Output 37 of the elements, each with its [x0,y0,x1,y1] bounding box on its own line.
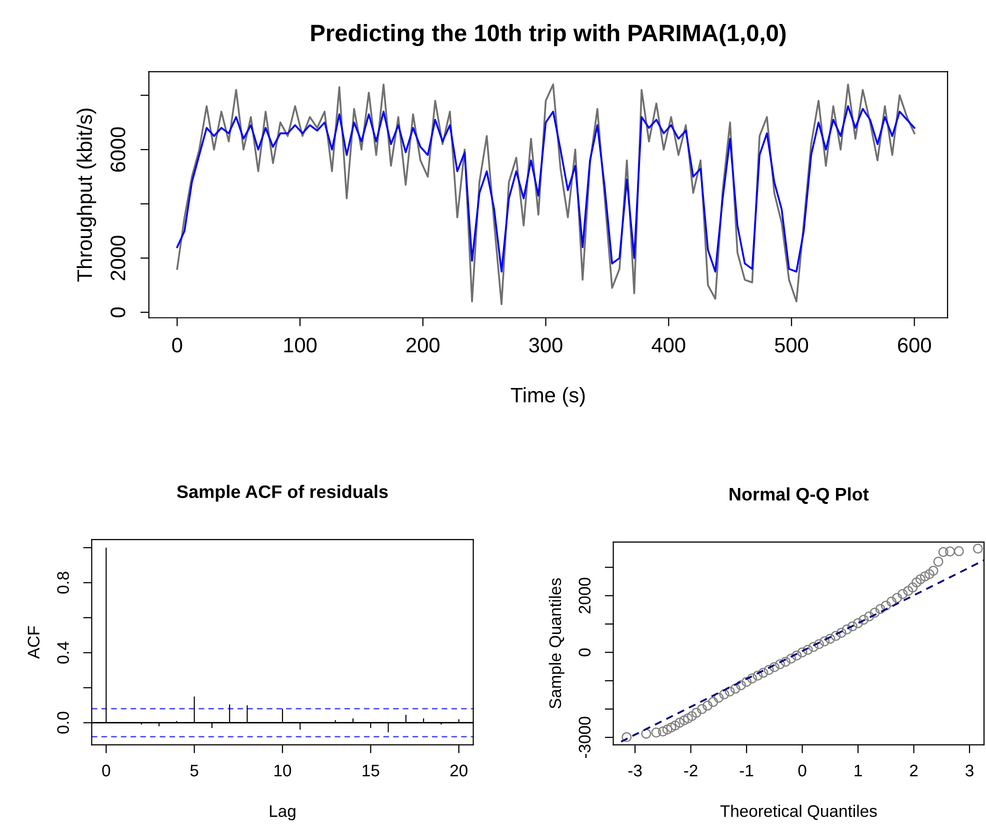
x-axis-title: Time (s) [510,387,585,407]
x-tick-label: -2 [684,764,698,776]
y-axis-title: ACF [28,626,40,659]
y-tick-label: 0 [110,307,126,318]
text: 0.0 [57,712,69,734]
y-axis-title: Throughput (kbit/s) [76,108,96,282]
x-tick-label: 10 [274,764,292,776]
x-tick-label: 300 [529,338,562,352]
x-tick-label: 20 [450,764,468,776]
x-tick-label: 3 [966,764,974,776]
x-tick-label: 0 [102,764,110,776]
x-tick-label: 15 [362,764,380,776]
x-tick-label: -3 [628,764,642,776]
chart-title: Normal Q-Q Plot [730,487,869,504]
x-tick-label: 400 [652,338,686,352]
x-tick-label: 100 [284,338,317,352]
y-tick-label: 2000 [578,578,591,614]
y-tick-label: 2000 [110,236,126,280]
x-tick-label: -1 [740,764,754,776]
chart-title: Sample ACF of residuals [177,484,388,502]
x-tick-label: 500 [774,338,808,352]
y-axis-title: Sample Quantiles [548,578,564,708]
y-tick-label: 0.4 [57,642,69,664]
x-tick-label: 1 [854,764,862,776]
x-tick-label: 0 [798,764,806,776]
x-tick-label: 5 [190,764,198,776]
x-tick-label: 600 [898,338,931,352]
y-tick-label: 0 [578,648,591,656]
x-tick-label: 200 [406,338,440,352]
x-tick-label: 0 [172,338,182,352]
x-axis-title: Theoretical Quantiles [720,804,877,820]
y-tick-label: 0.8 [57,572,69,594]
y-tick-label: 6000 [110,127,126,172]
y-tick-label: -3000 [578,716,591,758]
chart-title: Predicting the 10th trip with PARIMA(1,0,0) [311,24,786,46]
x-axis-title: Lag [270,805,296,820]
x-tick-label: 2 [910,764,918,776]
